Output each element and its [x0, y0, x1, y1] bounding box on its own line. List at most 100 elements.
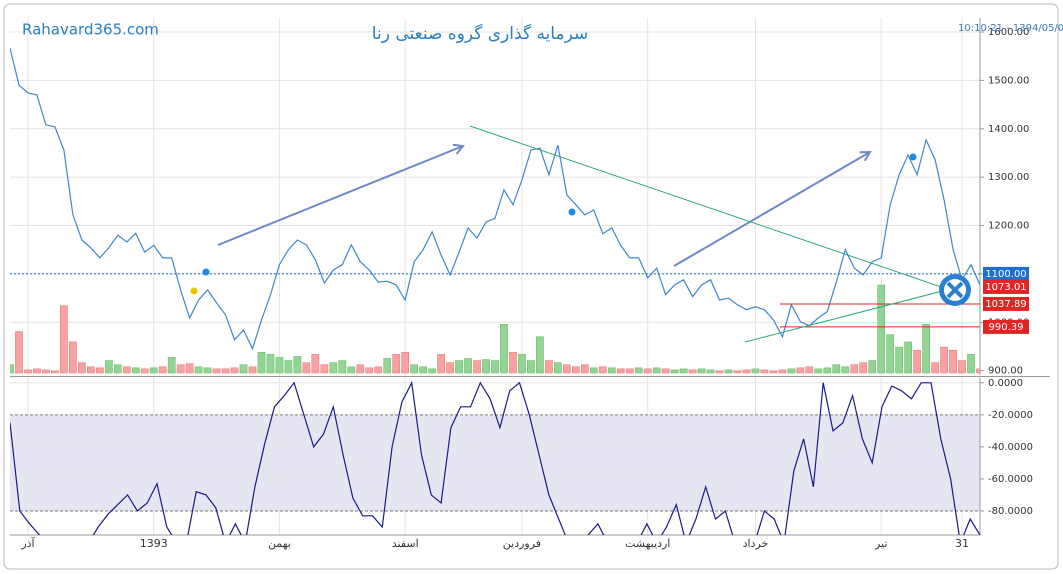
volume-bar [248, 366, 257, 374]
volume-bar [841, 366, 850, 374]
volume-bar [302, 362, 311, 374]
volume-bar [607, 367, 616, 374]
plot-area [10, 47, 980, 374]
volume-bar [266, 354, 275, 374]
volume-bar [482, 359, 490, 374]
price-label: 1037.89 [985, 299, 1026, 310]
volume-bar [625, 368, 634, 374]
volume-bar [940, 346, 948, 374]
price-label: 1073.01 [985, 282, 1026, 293]
volume-bar [796, 367, 805, 374]
volume-bar [895, 346, 904, 374]
x-tick-label: فروردین [503, 537, 541, 550]
y-tick-label: 1600.00 [988, 27, 1029, 38]
volume-bar [194, 366, 203, 374]
volume-bar [589, 367, 598, 374]
volume-bar [24, 369, 32, 374]
volume-bar [958, 360, 966, 374]
volume-bar [392, 354, 401, 374]
volume-bar [33, 368, 41, 374]
volume-bar [401, 352, 410, 374]
volume-bar [679, 368, 688, 374]
volume-bar [724, 369, 733, 374]
volume-bar [113, 364, 122, 374]
x-tick-label: اسفند [392, 537, 419, 550]
x-tick-label: اردیبهشت [625, 537, 670, 550]
volume-bar [706, 369, 715, 374]
volume-bar [823, 367, 832, 374]
volume-bar [715, 370, 724, 374]
volume-bar [778, 369, 787, 374]
volume-bar [230, 367, 239, 374]
close-button[interactable] [939, 274, 971, 306]
volume-bar [652, 367, 661, 374]
volume-bar [131, 367, 140, 374]
y-tick-label: 1200.00 [988, 221, 1029, 232]
volume-bar [221, 368, 230, 374]
volume-bar [545, 360, 553, 374]
volume-bar [185, 363, 194, 374]
volume-bar [149, 367, 158, 374]
y-tick-label: -20.0000 [988, 410, 1033, 421]
volume-bar [320, 364, 329, 374]
drawings [190, 125, 959, 343]
volume-bar [455, 360, 463, 374]
volume-bar [239, 364, 248, 374]
volume-bar [670, 369, 679, 374]
volume-bar [931, 362, 939, 374]
grid: 900.001000.001100.001200.001300.001400.0… [10, 18, 1050, 550]
volume-bar [751, 368, 760, 374]
volume-bar [886, 334, 895, 374]
volume-bar [86, 366, 95, 374]
trend-line [469, 125, 951, 291]
volume-bar [356, 364, 365, 374]
price-label-box [983, 319, 1029, 334]
plot-area [10, 380, 980, 535]
volume-bar [527, 360, 535, 374]
volume-bar [913, 349, 921, 374]
volume-bar [904, 341, 912, 374]
volume-bar [15, 331, 23, 374]
volume-bar [500, 324, 508, 374]
volume-bar [338, 360, 347, 374]
volume-bar [437, 354, 445, 374]
signal-dot [909, 153, 917, 161]
volume-bar [257, 352, 266, 374]
volume-bar [95, 367, 104, 374]
y-tick-label: 1500.00 [988, 75, 1029, 86]
line [10, 47, 980, 351]
arrow [217, 146, 463, 246]
volume-bar [51, 370, 59, 374]
volume-bar [275, 357, 284, 374]
volume-bar [949, 349, 957, 374]
signal-dot [190, 287, 198, 295]
x-tick-label: 31 [955, 537, 969, 550]
volume-bar [688, 369, 697, 374]
volume-bar [922, 324, 930, 374]
volume-bar [42, 369, 50, 374]
volume-bar [419, 366, 427, 374]
volume-bar [877, 284, 886, 374]
volume-bar [446, 362, 454, 374]
volume-bar [167, 357, 176, 374]
volume-bar [850, 364, 859, 374]
volume-bar [374, 366, 383, 374]
created-date: ایجاد شده در: 1394/05/06 - 10:10:21 [958, 23, 1063, 34]
volume-bar [805, 366, 814, 374]
x-tick-label: خرداد [743, 537, 769, 550]
volume-bar [509, 352, 517, 374]
volume-bar [428, 368, 436, 374]
volume-bar [814, 368, 823, 374]
y-tick-label: 1400.00 [988, 124, 1029, 135]
volume-bar [760, 369, 769, 374]
y-tick-label: 0.0000 [988, 378, 1023, 389]
volume-bar [634, 367, 643, 374]
volume-bar [643, 368, 652, 374]
y-tick-label: -60.0000 [988, 474, 1033, 485]
volume-bar [518, 354, 526, 374]
volume-bar [140, 368, 149, 374]
volume-bar [365, 367, 374, 374]
line [10, 380, 980, 535]
volume-bar [491, 360, 499, 374]
